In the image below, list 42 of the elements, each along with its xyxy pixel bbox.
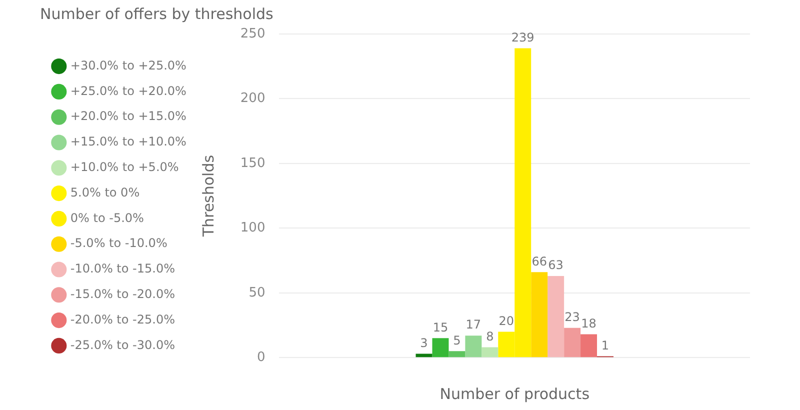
legend-label: 0% to -5.0% [70,210,144,225]
legend-label: -20.0% to -25.0% [70,312,175,326]
legend-label: -5.0% to -10.0% [70,236,168,250]
legend-label: +25.0% to +20.0% [70,84,186,98]
data-label: 66 [532,254,547,268]
y-tick-label: 200 [240,91,266,106]
data-label: 15 [432,320,448,334]
legend-label: +30.0% to +25.0% [70,58,186,72]
text: Number of offers by thresholds [40,4,274,23]
y-tick-label: 100 [240,220,266,236]
data-label: 17 [466,318,482,332]
legend-label: 5.0% to 0% [70,185,140,200]
y-tick-label: 0 [256,350,266,365]
bar [465,336,482,358]
y-tick-label: 150 [240,156,266,171]
bar [548,276,564,358]
data-label: 1 [601,338,610,352]
y-tick-label: 50 [248,285,266,300]
legend-label: -25.0% to -30.0% [70,338,175,352]
x-axis-title: Number of products [440,384,590,403]
bar [416,354,432,358]
legend-label: +10.0% to +5.0% [70,160,179,174]
bar [448,351,466,358]
bar [564,328,581,358]
data-label: 23 [564,310,580,324]
legend-label: +15.0% to +10.0% [70,134,186,149]
data-label: 239 [511,30,534,44]
data-label: 63 [548,258,564,272]
legend-label: -10.0% to -15.0% [70,262,175,276]
y-tick-label: 250 [240,26,266,42]
legend-label: -15.0% to -20.0% [70,287,175,302]
bar [580,334,598,358]
y-axis-title: Thresholds [199,154,218,238]
data-label: 3 [420,336,428,350]
bar [482,347,498,358]
data-label: 5 [453,333,461,348]
bar [531,272,548,358]
data-label: 20 [498,314,514,328]
data-label: 18 [581,316,596,330]
legend-label: +20.0% to +15.0% [70,109,186,124]
data-label: 8 [486,329,494,344]
bar [432,338,449,358]
